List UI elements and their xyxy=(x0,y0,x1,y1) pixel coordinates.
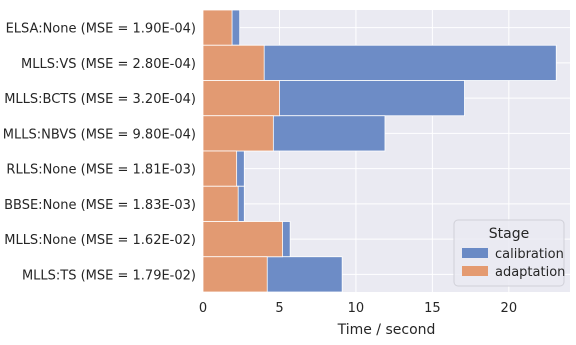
bar-adaptation xyxy=(202,150,238,187)
y-tick-label: MLLS:BCTS (MSE = 3.20E-04) xyxy=(4,92,196,107)
legend-swatch-adaptation xyxy=(462,266,488,276)
x-tick-label: 10 xyxy=(348,301,365,316)
y-tick-label: RLLS:None (MSE = 1.81E-03) xyxy=(6,163,196,178)
x-tick-label: 15 xyxy=(424,301,441,316)
bar-adaptation xyxy=(202,185,239,222)
y-tick-labels: ELSA:None (MSE = 1.90E-04) MLLS:VS (MSE =… xyxy=(3,22,196,284)
y-tick-label: ELSA:None (MSE = 1.90E-04) xyxy=(6,22,196,37)
x-tick-labels: 0 5 10 15 20 xyxy=(199,301,517,316)
legend-swatch-calibration xyxy=(462,248,488,258)
y-tick-label: MLLS:VS (MSE = 2.80E-04) xyxy=(21,57,196,72)
bar-adaptation xyxy=(202,256,268,293)
bar-adaptation xyxy=(202,221,283,258)
x-tick-label: 5 xyxy=(275,301,283,316)
y-tick-label: BBSE:None (MSE = 1.83E-03) xyxy=(4,198,196,213)
y-tick-label: MLLS:None (MSE = 1.62E-02) xyxy=(4,233,196,248)
bar-adaptation xyxy=(202,44,265,81)
bar-adaptation xyxy=(202,9,233,46)
legend: Stage calibration adaptation xyxy=(453,219,565,287)
x-tick-label: 20 xyxy=(501,301,518,316)
bars xyxy=(202,9,557,293)
legend-title: Stage xyxy=(489,226,529,242)
y-tick-label: MLLS:NBVS (MSE = 9.80E-04) xyxy=(3,127,196,142)
x-axis-title: Time / second xyxy=(337,322,436,338)
bar-adaptation xyxy=(202,115,274,152)
legend-label-adaptation: adaptation xyxy=(495,265,565,280)
x-tick-label: 0 xyxy=(199,301,207,316)
bar-adaptation xyxy=(202,80,280,117)
y-tick-label: MLLS:TS (MSE = 1.79E-02) xyxy=(22,268,196,283)
legend-label-calibration: calibration xyxy=(495,247,564,262)
